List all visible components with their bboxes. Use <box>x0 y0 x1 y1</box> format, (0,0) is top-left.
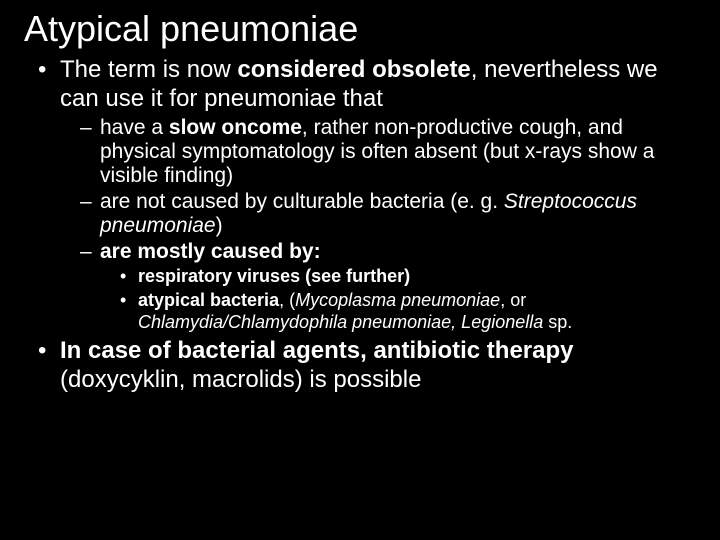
text-italic: Chlamydia/Chlamydophila pneumoniae, Legi… <box>138 312 548 332</box>
list-item: In case of bacterial agents, antibiotic … <box>38 337 700 395</box>
text-bold: In case of bacterial agents, antibiotic … <box>60 337 573 364</box>
list-item: atypical bacteria, (Mycoplasma pneumonia… <box>120 290 700 333</box>
bullet-list-level1: The term is now considered obsolete, nev… <box>20 56 700 395</box>
list-item: respiratory viruses (see further) <box>120 266 700 288</box>
text-italic: Mycoplasma pneumoniae <box>295 290 500 310</box>
text-run: The term is now <box>60 56 237 83</box>
list-item: are not caused by culturable bacteria (e… <box>80 190 700 238</box>
text-run: sp. <box>548 312 572 332</box>
list-item: have a slow oncome, rather non-productiv… <box>80 116 700 188</box>
list-item: The term is now considered obsolete, nev… <box>38 56 700 333</box>
text-run: have a <box>100 116 169 139</box>
text-bold: slow oncome <box>169 116 302 139</box>
text-bold: respiratory viruses (see further) <box>138 266 410 286</box>
text-bold: are mostly caused by: <box>100 240 321 263</box>
text-bold: considered obsolete <box>237 56 470 83</box>
slide-title: Atypical pneumoniae <box>24 8 700 50</box>
text-run: , ( <box>279 290 295 310</box>
text-run: , or <box>500 290 526 310</box>
bullet-list-level2: have a slow oncome, rather non-productiv… <box>60 116 700 334</box>
text-run: ) <box>216 214 223 237</box>
text-bold: atypical bacteria <box>138 290 279 310</box>
bullet-list-level3: respiratory viruses (see further) atypic… <box>100 266 700 333</box>
slide: Atypical pneumoniae The term is now cons… <box>0 0 720 540</box>
text-run: are not caused by culturable bacteria (e… <box>100 190 504 213</box>
list-item: are mostly caused by: respiratory viruse… <box>80 240 700 333</box>
text-run: (doxycyklin, macrolids) is possible <box>60 366 421 393</box>
